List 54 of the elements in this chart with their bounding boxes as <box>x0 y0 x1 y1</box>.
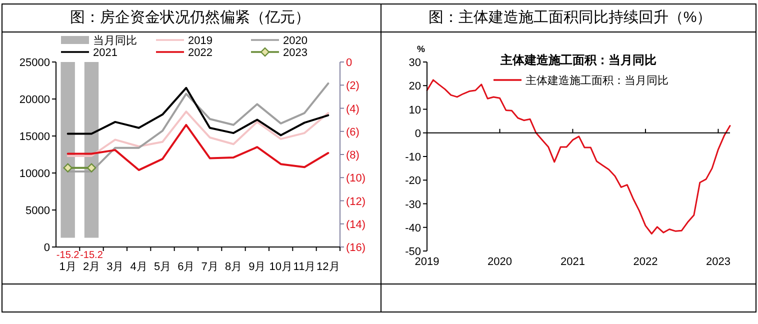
x-tick-label: 2023 <box>706 256 730 268</box>
x-tick-label: 2020 <box>488 256 512 268</box>
x-tick-label: 4月 <box>130 261 148 273</box>
y-tick-label: -10 <box>405 152 421 164</box>
y-tick-label: 0 <box>414 128 421 140</box>
y-tick-label: 10 <box>408 104 421 116</box>
legend-label: 当月同比 <box>93 34 137 47</box>
y-tick-label: 10000 <box>19 168 50 180</box>
chart-title: 图：主体建造施工面积同比持续回升（%） <box>428 9 712 26</box>
y-tick-label: 0 <box>44 242 50 254</box>
y-tick-label: 5000 <box>26 205 50 217</box>
x-tick-label: 7月 <box>201 261 218 273</box>
x-tick-label: 10月 <box>269 261 292 273</box>
x-tick-label: 6月 <box>178 261 195 273</box>
y2-tick-label: (16) <box>346 242 366 254</box>
y-axis-title: % <box>416 44 426 54</box>
x-tick-label: 12月 <box>316 261 340 273</box>
x-tick-label: 2022 <box>633 256 658 268</box>
y-tick-label: 30 <box>408 57 421 69</box>
x-tick-label: 2019 <box>414 256 440 268</box>
y-tick-label: -50 <box>405 246 421 258</box>
legend-label: 主体建造施工面积：当月同比 <box>526 74 668 87</box>
y-tick-label: -40 <box>405 222 421 234</box>
chart-subtitle: 主体建造施工面积：当月同比 <box>500 53 656 67</box>
y2-tick-label: (2) <box>346 80 360 92</box>
y2-tick-label: 0 <box>346 57 352 69</box>
x-tick-label: 3月 <box>106 261 124 273</box>
chart-title: 图：房企资金状况仍然偏紧（亿元） <box>70 9 310 26</box>
y2-tick-label: (12) <box>346 196 366 208</box>
y-tick-label: 25000 <box>19 57 50 69</box>
x-tick-label: 8月 <box>224 261 242 273</box>
legend-label: 2020 <box>283 35 308 47</box>
y-tick-label: -20 <box>405 175 421 188</box>
x-tick-label: 9月 <box>248 261 266 273</box>
y-tick-label: 20 <box>408 80 421 93</box>
y-tick-label: 20000 <box>19 94 50 106</box>
x-tick-label: 2月 <box>82 261 100 273</box>
x-tick-label: 5月 <box>154 261 172 273</box>
data-label: -15.2 <box>80 250 104 261</box>
legend-label: 2022 <box>188 47 212 59</box>
x-tick-label: 11月 <box>293 261 316 273</box>
data-label: -15.2 <box>56 250 80 261</box>
legend-label: 2021 <box>93 47 118 59</box>
y-tick-label: 15000 <box>19 131 50 143</box>
x-tick-label: 2021 <box>560 256 585 268</box>
legend-label: 2019 <box>188 35 212 47</box>
y2-tick-label: (10) <box>346 172 366 185</box>
y2-tick-label: (4) <box>346 103 360 116</box>
y-tick-label: -30 <box>405 198 421 211</box>
x-tick-label: 1月 <box>59 261 76 273</box>
y2-tick-label: (8) <box>346 150 360 162</box>
legend-label: 2023 <box>283 47 308 59</box>
y2-tick-label: (6) <box>346 126 360 138</box>
y2-tick-label: (14) <box>346 218 366 231</box>
